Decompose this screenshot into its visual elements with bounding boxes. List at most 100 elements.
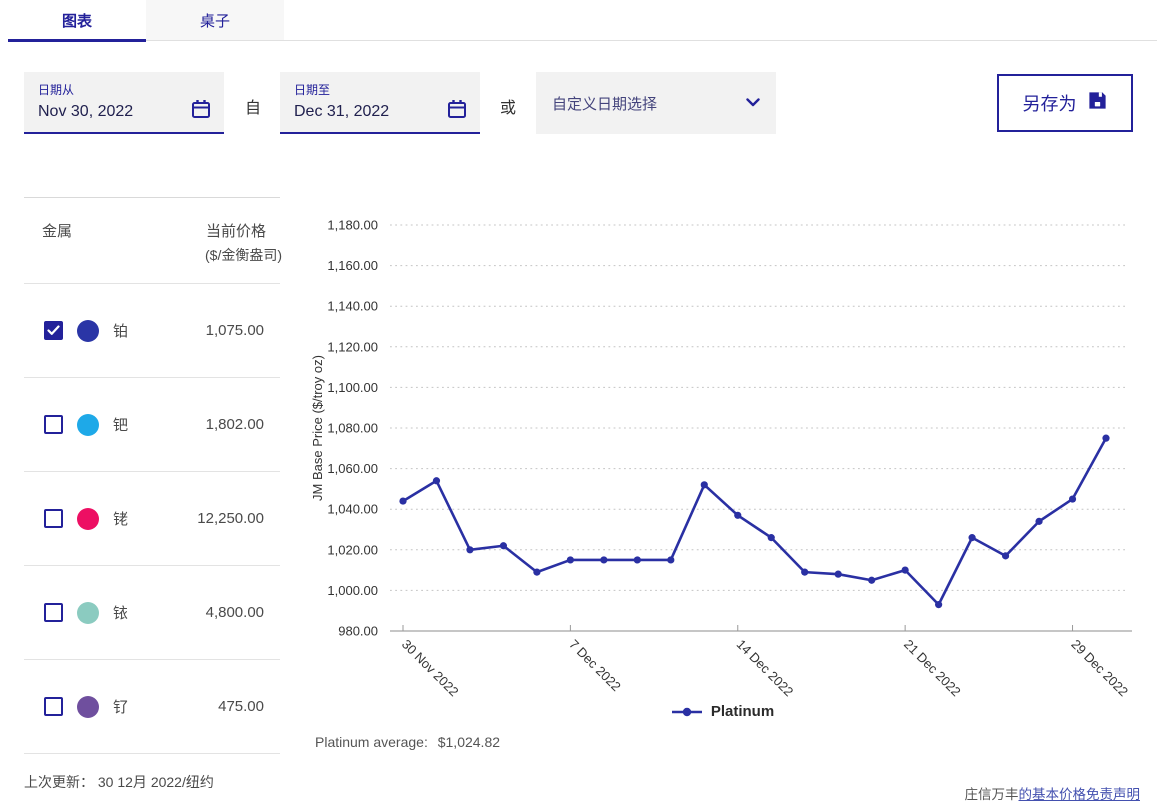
x-tick-label: 7 Dec 2022	[566, 637, 624, 695]
metal-current-price: 1,075.00	[206, 322, 264, 339]
x-tick-label: 21 Dec 2022	[901, 637, 964, 700]
date-from-value: Nov 30, 2022	[38, 103, 210, 121]
metal-checkbox[interactable]	[44, 321, 63, 340]
tab-chart[interactable]: 图表	[8, 0, 146, 40]
data-point	[902, 567, 909, 574]
joiner-or-text: 或	[500, 94, 516, 118]
price-chart: 980.00 1,000.00 1,020.00 1,040.00 1,060.00 1,…	[300, 200, 1145, 760]
metals-table-header: 金属 当前价格 ($/金衡盎司)	[24, 198, 280, 284]
data-point	[466, 546, 473, 553]
data-point	[734, 512, 741, 519]
price-chart-svg: 980.00 1,000.00 1,020.00 1,040.00 1,060.00 1,…	[300, 200, 1145, 760]
y-tick-label: 1,100.00	[327, 380, 378, 395]
y-axis-title: JM Base Price ($/troy oz)	[310, 355, 325, 501]
tab-table-label: 桌子	[200, 10, 230, 31]
metal-checkbox[interactable]	[44, 603, 63, 622]
legend-series-label: Platinum	[711, 703, 774, 720]
y-tick-label: 1,040.00	[327, 502, 378, 517]
series-line	[403, 438, 1106, 604]
last-updated-text: 上次更新： 30 12月 2022/纽约	[24, 772, 214, 792]
metals-table: 金属 当前价格 ($/金衡盎司) 铂 1,075.00	[24, 197, 280, 754]
metal-current-price: 475.00	[218, 698, 264, 715]
save-as-label: 另存为	[1023, 90, 1077, 116]
disclaimer: 庄信万丰的基本价格免责声明	[965, 783, 1141, 803]
x-tick-label: 14 Dec 2022	[734, 637, 797, 700]
date-to-label: 日期至	[294, 81, 466, 98]
y-tick-label: 1,120.00	[327, 339, 378, 354]
metal-color-dot	[77, 508, 99, 530]
calendar-icon[interactable]	[446, 98, 468, 125]
metal-color-dot	[77, 602, 99, 624]
x-tick-label: 29 Dec 2022	[1068, 637, 1131, 700]
custom-date-select-value: 自定义日期选择	[552, 93, 746, 114]
metal-column-header: 金属	[42, 220, 72, 241]
metal-checkbox[interactable]	[44, 415, 63, 434]
data-point	[835, 571, 842, 578]
disclaimer-link[interactable]: 的基本价格免责声明	[1019, 787, 1141, 802]
metal-color-dot	[77, 414, 99, 436]
data-point	[868, 577, 875, 584]
date-from-field[interactable]: 日期从 Nov 30, 2022	[24, 72, 224, 134]
data-point	[533, 569, 540, 576]
data-point	[1102, 435, 1109, 442]
save-icon	[1087, 90, 1108, 116]
series-average-value: $1,024.82	[438, 734, 500, 750]
data-point	[1002, 552, 1009, 559]
metal-current-price: 12,250.00	[197, 510, 264, 527]
data-point	[600, 556, 607, 563]
metals-rows: 铂 1,075.00 钯 1,802.00 铑 12,250.00	[24, 284, 280, 754]
y-tick-label: 1,000.00	[327, 583, 378, 598]
metal-current-price: 1,802.00	[206, 416, 264, 433]
metal-current-price: 4,800.00	[206, 604, 264, 621]
data-point	[667, 556, 674, 563]
tab-bar: 图表 桌子	[8, 0, 1157, 41]
data-point	[567, 556, 574, 563]
check-icon	[47, 325, 60, 336]
y-tick-label: 1,080.00	[327, 421, 378, 436]
data-point	[433, 477, 440, 484]
metal-row: 铑 12,250.00	[24, 472, 280, 566]
y-tick-label: 980.00	[338, 624, 378, 639]
tab-table[interactable]: 桌子	[146, 0, 284, 40]
metal-row: 铂 1,075.00	[24, 284, 280, 378]
y-tick-label: 1,020.00	[327, 542, 378, 557]
data-point	[801, 569, 808, 576]
data-point	[1035, 518, 1042, 525]
date-from-label: 日期从	[38, 81, 210, 98]
data-point	[935, 601, 942, 608]
chart-legend: Platinum	[300, 703, 1145, 720]
x-tick-label: 30 Nov 2022	[399, 637, 462, 700]
custom-date-select[interactable]: 自定义日期选择	[536, 72, 776, 134]
legend-line-marker-icon	[671, 706, 703, 718]
data-point	[634, 556, 641, 563]
data-point	[768, 534, 775, 541]
y-tick-label: 1,160.00	[327, 258, 378, 273]
price-column-header: 当前价格 ($/金衡盎司)	[205, 220, 282, 265]
metal-checkbox[interactable]	[44, 509, 63, 528]
chevron-down-icon	[746, 94, 760, 112]
y-tick-label: 1,140.00	[327, 299, 378, 314]
data-point	[500, 542, 507, 549]
y-tick-label: 1,180.00	[327, 218, 378, 233]
metal-row: 钯 1,802.00	[24, 378, 280, 472]
date-to-field[interactable]: 日期至 Dec 31, 2022	[280, 72, 480, 134]
metal-checkbox[interactable]	[44, 697, 63, 716]
calendar-icon[interactable]	[190, 98, 212, 125]
series-average: Platinum average: $1,024.82	[315, 734, 500, 750]
series-average-label: Platinum average:	[315, 734, 428, 750]
metal-row: 钌 475.00	[24, 660, 280, 754]
metal-color-dot	[77, 320, 99, 342]
jm-metal-prices-page: 图表 桌子 日期从 Nov 30, 2022 自 日期至 Dec 31, 202…	[0, 0, 1165, 810]
save-as-button[interactable]: 另存为	[997, 74, 1133, 132]
metal-color-dot	[77, 696, 99, 718]
joiner-from-text: 自	[245, 94, 261, 118]
date-to-value: Dec 31, 2022	[294, 103, 466, 121]
y-tick-label: 1,060.00	[327, 461, 378, 476]
tab-chart-label: 图表	[62, 10, 92, 31]
metal-row: 铱 4,800.00	[24, 566, 280, 660]
data-point	[968, 534, 975, 541]
data-point	[399, 497, 406, 504]
data-point	[701, 481, 708, 488]
data-point	[1069, 495, 1076, 502]
disclaimer-prefix: 庄信万丰	[965, 787, 1019, 802]
